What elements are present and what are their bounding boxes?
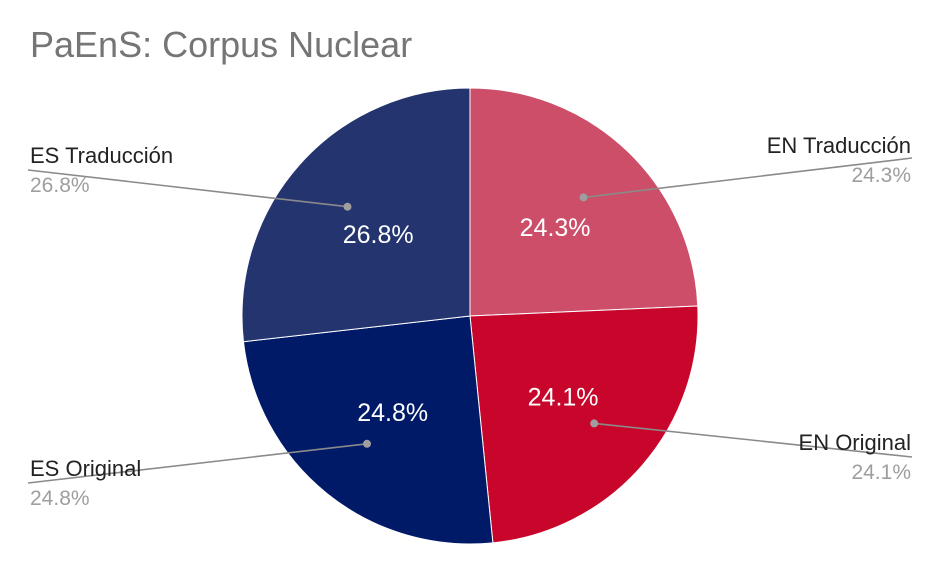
slice-value-label: 24.3% (520, 214, 591, 242)
callout-leader-line (583, 157, 913, 199)
callout-dot (579, 193, 588, 202)
callout-leader-line (594, 422, 913, 458)
callout-dot (363, 439, 371, 448)
slice-value-label: 24.8% (357, 399, 428, 427)
callout-percent-es-traduccion: 26.8% (30, 174, 90, 197)
pie-slice-en-original (469, 305, 699, 544)
callout-name-es-traduccion: ES Traducción (30, 143, 173, 168)
callout-dot (590, 419, 599, 428)
pie-slice-es-original (242, 315, 494, 545)
callout-name-es-original: ES Original (30, 456, 141, 481)
callout-percent-en-traduccion: 24.3% (851, 164, 911, 187)
callout-percent-es-original: 24.8% (30, 487, 90, 510)
callout-leader-line (27, 169, 348, 208)
slice-value-label: 24.1% (528, 384, 599, 412)
callout-name-en-traduccion: EN Traducción (767, 133, 911, 158)
slice-value-label: 26.8% (343, 221, 414, 249)
callout-percent-en-original: 24.1% (851, 461, 911, 484)
chart-title: PaEnS: Corpus Nuclear (30, 24, 413, 65)
pie-slice-en-traduccion (469, 87, 699, 317)
callout-leader-line (27, 443, 368, 484)
pie-slice-es-traduccion (241, 87, 471, 343)
callout-dot (343, 202, 352, 211)
callout-name-en-original: EN Original (799, 430, 911, 455)
